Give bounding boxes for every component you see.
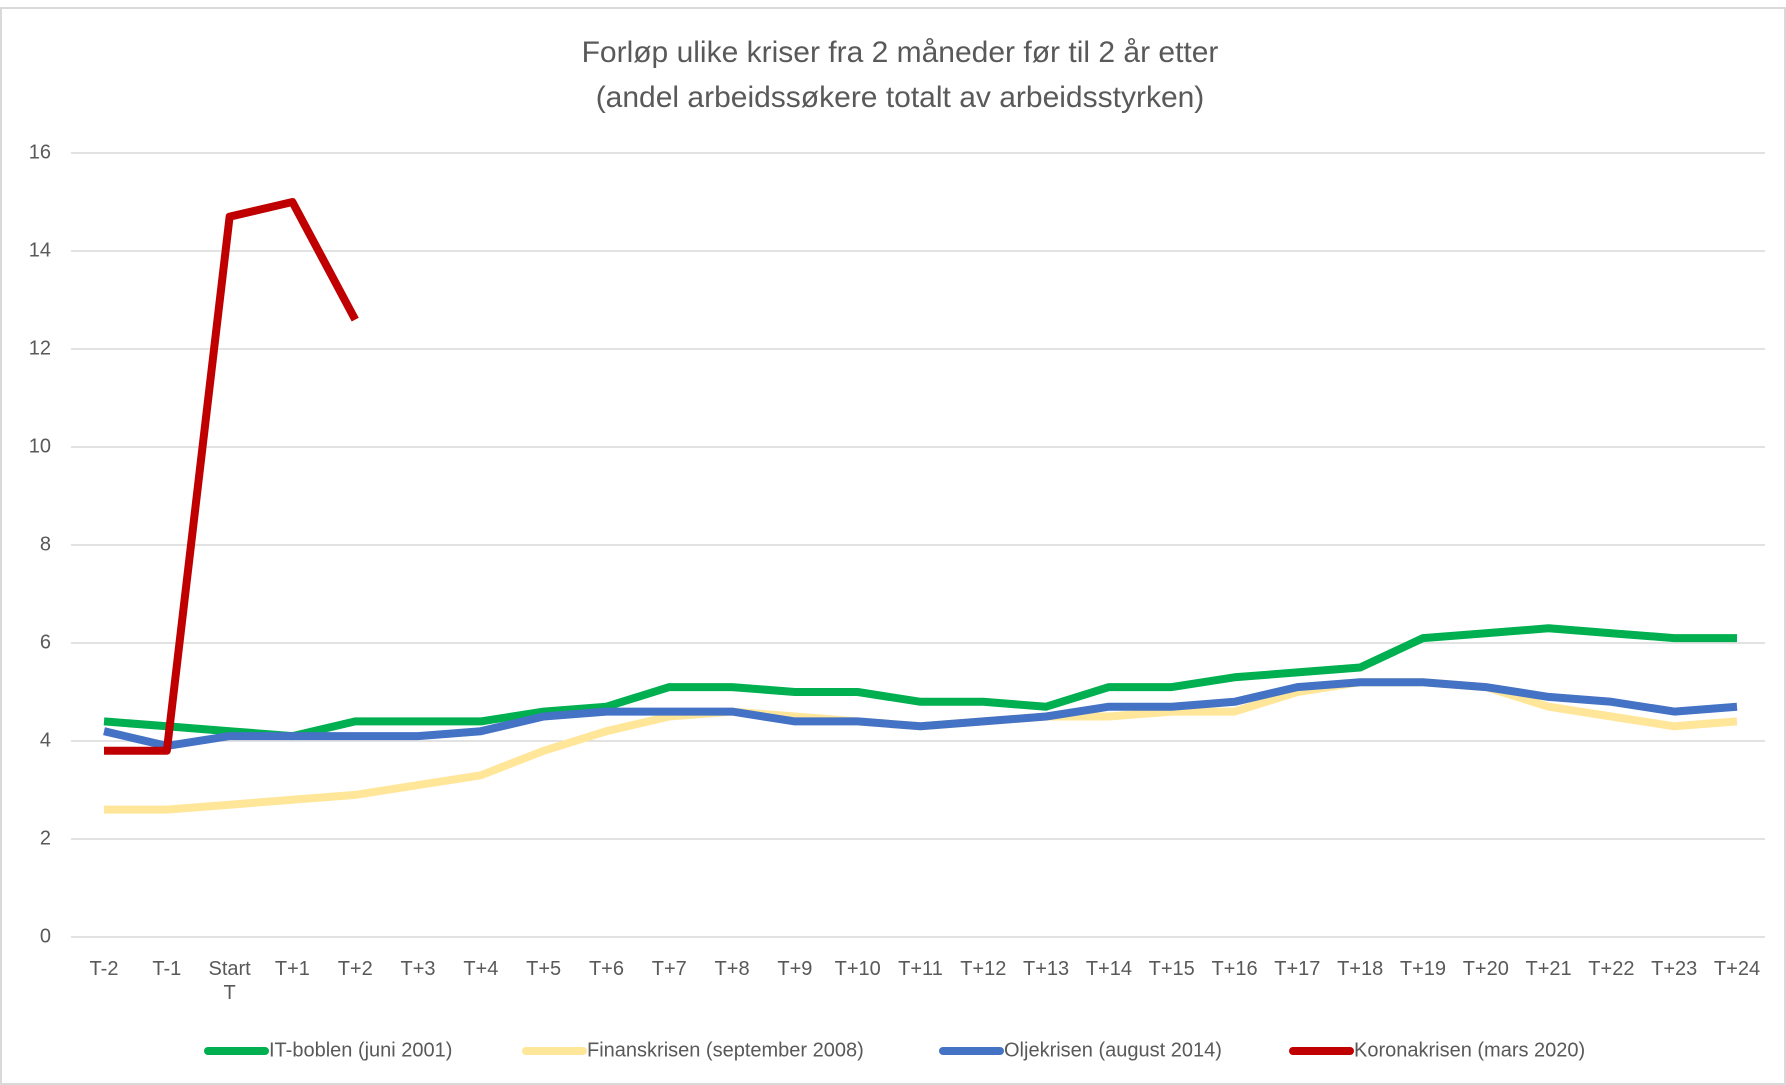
y-tick-label: 16 [29,141,51,163]
x-tick-label: T+16 [1211,958,1258,980]
legend-label: Koronakrisen (mars 2020) [1354,1039,1585,1061]
x-tick-label: T+21 [1525,958,1572,980]
x-tick-label: T+11 [898,958,943,980]
x-tick-label: T+19 [1399,958,1447,980]
y-tick-label: 10 [29,435,51,457]
x-tick-label: T+15 [1148,958,1195,980]
y-tick-label: 12 [29,337,51,359]
x-tick-label: T-2 [89,958,119,980]
y-tick-label: 0 [40,925,51,947]
x-tick-label: T+3 [400,958,436,980]
legend-label: Finanskrisen (september 2008) [587,1039,864,1061]
series-line [103,624,1737,741]
x-tick-label: T+7 [651,958,687,980]
x-tick-label: T+1 [274,958,310,980]
chart-subtitle: (andel arbeidssøkere totalt av arbeidsst… [596,81,1205,114]
x-tick-label: T+10 [834,958,881,980]
x-tick-label: T+22 [1588,958,1635,980]
x-tick-label: T+8 [714,958,750,980]
y-tick-label: 8 [40,533,51,555]
legend-label: Oljekrisen (august 2014) [1004,1039,1222,1061]
series-line [103,678,1738,750]
x-tick-label: T+12 [960,958,1007,980]
x-tick-label: T+5 [526,958,562,980]
y-tick-label: 14 [29,239,51,261]
x-tick-label: T+2 [337,958,373,980]
y-tick-label: 6 [40,631,51,653]
x-tick-label: T+14 [1085,958,1132,980]
x-tick-label: Start T [208,958,251,1004]
chart-border [0,7,1786,1085]
x-tick-label: T+18 [1337,958,1384,980]
x-tick-label: T+6 [588,958,624,980]
series-line [104,198,359,755]
x-tick-label: T+23 [1651,958,1698,980]
x-tick-label: T+4 [463,958,499,980]
x-tick-label: T-1 [152,958,182,980]
chart-title: Forløp ulike kriser fra 2 måneder før ti… [582,36,1219,69]
x-tick-label: T+20 [1462,958,1509,980]
y-tick-label: 2 [40,827,51,849]
x-tick-label: T+17 [1274,958,1321,980]
legend-label: IT-boblen (juni 2001) [269,1039,452,1061]
y-tick-label: 4 [40,729,51,751]
x-tick-label: T+13 [1023,958,1070,980]
x-tick-label: T+24 [1713,958,1761,980]
x-tick-label: T+9 [777,958,813,980]
